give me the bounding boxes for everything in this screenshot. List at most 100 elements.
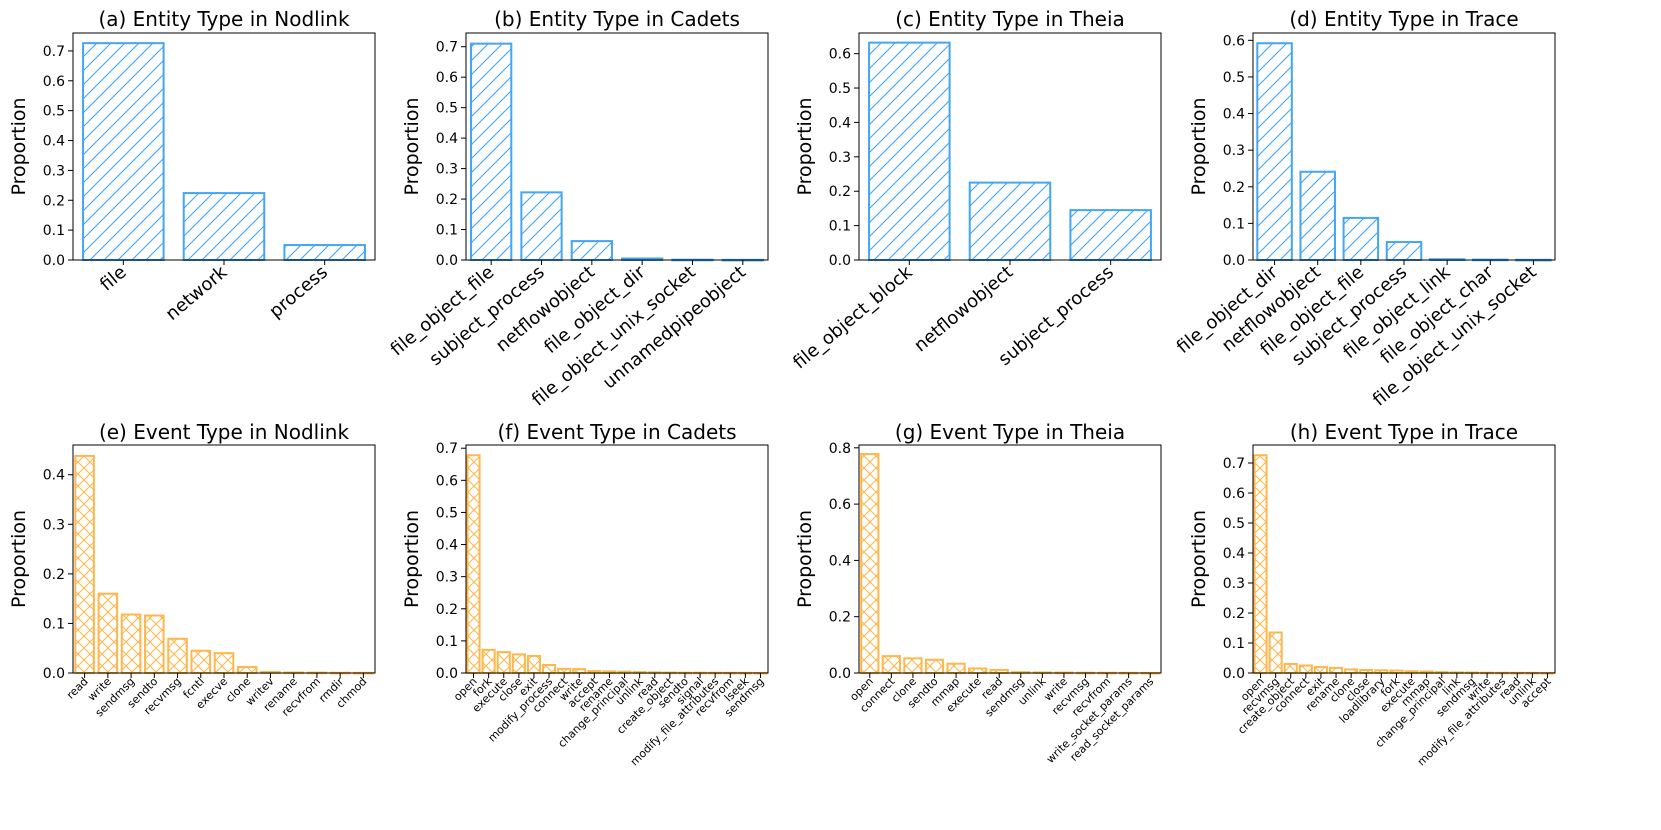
bar-open	[466, 454, 481, 674]
y-tick-label: 0.7	[43, 44, 65, 60]
y-axis-label: Proportion	[794, 97, 816, 195]
y-tick-label: 0.4	[1223, 546, 1245, 562]
y-tick-label: 0.0	[1223, 666, 1245, 682]
plot-frame	[465, 32, 769, 261]
bar-execute	[968, 667, 988, 674]
y-tick-label: 0.6	[1223, 486, 1245, 502]
bar-open	[860, 453, 880, 675]
y-tick-label: 0.4	[436, 538, 458, 554]
plot-frame	[465, 444, 769, 674]
bar-netflowobject	[570, 240, 613, 261]
y-axis-label: Proportion	[1188, 97, 1210, 195]
y-tick-label: 0.5	[436, 505, 458, 521]
y-tick-label: 0.1	[1223, 636, 1245, 652]
y-tick-label: 0.5	[43, 104, 65, 120]
y-tick-label: 0.4	[829, 115, 851, 131]
y-tick-label: 0.3	[43, 163, 65, 179]
bar-file-object-block	[868, 41, 951, 261]
y-axis-label: Proportion	[401, 97, 423, 195]
chart-0: 0.0 0.1 0.2 0.3 0.4 0.5 0.6 0.7 file network proce…	[8, 7, 376, 325]
bar-subject-process	[520, 191, 563, 261]
chart-6: 0.00.20.40.60.8openconnectclonesendtomma…	[794, 420, 1162, 766]
chart-title: (d) Entity Type in Trace	[1289, 7, 1518, 31]
x-tick-label: file	[96, 262, 131, 296]
y-tick-label: 0.2	[43, 567, 65, 583]
y-tick-label: 0.8	[829, 441, 851, 457]
y-tick-label: 0.0	[436, 253, 458, 269]
bar-recvmsg	[1268, 631, 1283, 674]
bar-sendto	[924, 658, 945, 675]
chart-title: (f) Event Type in Cadets	[497, 420, 736, 444]
y-tick-label: 0.5	[829, 81, 851, 97]
y-axis-label: Proportion	[1188, 510, 1210, 608]
y-tick-label: 0.0	[829, 253, 851, 269]
y-tick-label: 0.2	[829, 610, 851, 626]
y-tick-label: 0.4	[829, 553, 851, 569]
y-tick-label: 0.0	[829, 666, 851, 682]
bar-fcntl	[190, 649, 212, 675]
y-tick-label: 0.6	[829, 497, 851, 513]
y-tick-label: 0.1	[436, 223, 458, 239]
chart-7: 0.00.10.20.30.40.50.60.7openrecvmsgcreat…	[1188, 420, 1556, 768]
bar-subject-process	[1385, 241, 1423, 261]
y-tick-label: 0.6	[829, 47, 851, 63]
bar-exit	[1313, 666, 1328, 674]
y-tick-label: 0.1	[43, 223, 65, 239]
chart-3: 0.00.10.20.30.40.50.6file_object_dirnetf…	[1173, 7, 1556, 411]
chart-2: 0.0 0.1 0.2 0.3 0.4 0.5 0.6 file_object_blockne…	[789, 7, 1162, 373]
bar-netflowobject	[968, 181, 1052, 261]
y-tick-label: 0.1	[436, 634, 458, 650]
y-tick-label: 0.5	[1223, 70, 1245, 86]
bar-exit	[526, 654, 541, 674]
y-tick-label: 0.7	[1223, 456, 1245, 472]
bar-sendmsg	[120, 613, 142, 675]
y-tick-label: 0.2	[436, 602, 458, 618]
bar-network	[182, 192, 266, 261]
y-tick-label: 0.2	[1223, 180, 1245, 196]
x-tick-label: read	[64, 675, 91, 702]
bar-file-object-file	[1342, 216, 1380, 261]
y-tick-label: 0.0	[43, 666, 65, 682]
bar-process	[283, 244, 366, 262]
y-tick-label: 0.5	[436, 101, 458, 117]
bar-execute	[496, 651, 511, 675]
y-tick-label: 0.0	[43, 253, 65, 269]
y-axis-label: Proportion	[794, 510, 816, 608]
y-tick-label: 0.3	[829, 150, 851, 166]
bar-execve	[213, 652, 235, 674]
bar-sendto	[144, 614, 165, 674]
y-axis-label: Proportion	[401, 510, 423, 608]
x-tick-label: process	[265, 262, 331, 323]
bar-rename	[1329, 666, 1344, 675]
chart-4: 0.00.10.20.30.4readwritesendmsgsendtorec…	[8, 420, 376, 719]
y-tick-label: 0.1	[43, 616, 65, 632]
y-tick-label: 0.1	[1223, 216, 1245, 232]
y-tick-label: 0.6	[436, 70, 458, 86]
chart-title: (h) Event Type in Trace	[1290, 420, 1518, 444]
chart-1: 0.00.10.20.30.40.50.60.7file_object_file…	[387, 7, 769, 411]
x-tick-label: file_object_block	[789, 261, 917, 373]
bar-netflowobject	[1299, 170, 1336, 261]
y-axis-label: Proportion	[8, 97, 30, 195]
y-tick-label: 0.6	[1223, 33, 1245, 49]
y-tick-label: 0.3	[436, 162, 458, 178]
y-tick-label: 0.7	[436, 441, 458, 457]
bar-connect	[881, 655, 901, 674]
y-axis-label: Proportion	[8, 510, 30, 608]
y-tick-label: 0.0	[436, 666, 458, 682]
bar-subject-process	[1069, 209, 1152, 262]
y-tick-label: 0.2	[436, 192, 458, 208]
bar-read	[74, 454, 95, 674]
bar-clone	[1344, 668, 1359, 675]
bar-fork	[481, 648, 496, 675]
chart-title: (a) Entity Type in Nodlink	[98, 7, 350, 31]
bar-recvmsg	[167, 637, 188, 674]
bar-file-object-dir	[1256, 42, 1293, 261]
bar-file-object-file	[470, 42, 513, 261]
charts-root: 0.0 0.1 0.2 0.3 0.4 0.5 0.6 0.7 file network proce…	[8, 7, 1556, 768]
y-tick-label: 0.1	[829, 219, 851, 235]
bar-clone	[236, 666, 258, 674]
bar-file	[82, 42, 165, 261]
y-tick-label: 0.3	[1223, 576, 1245, 592]
